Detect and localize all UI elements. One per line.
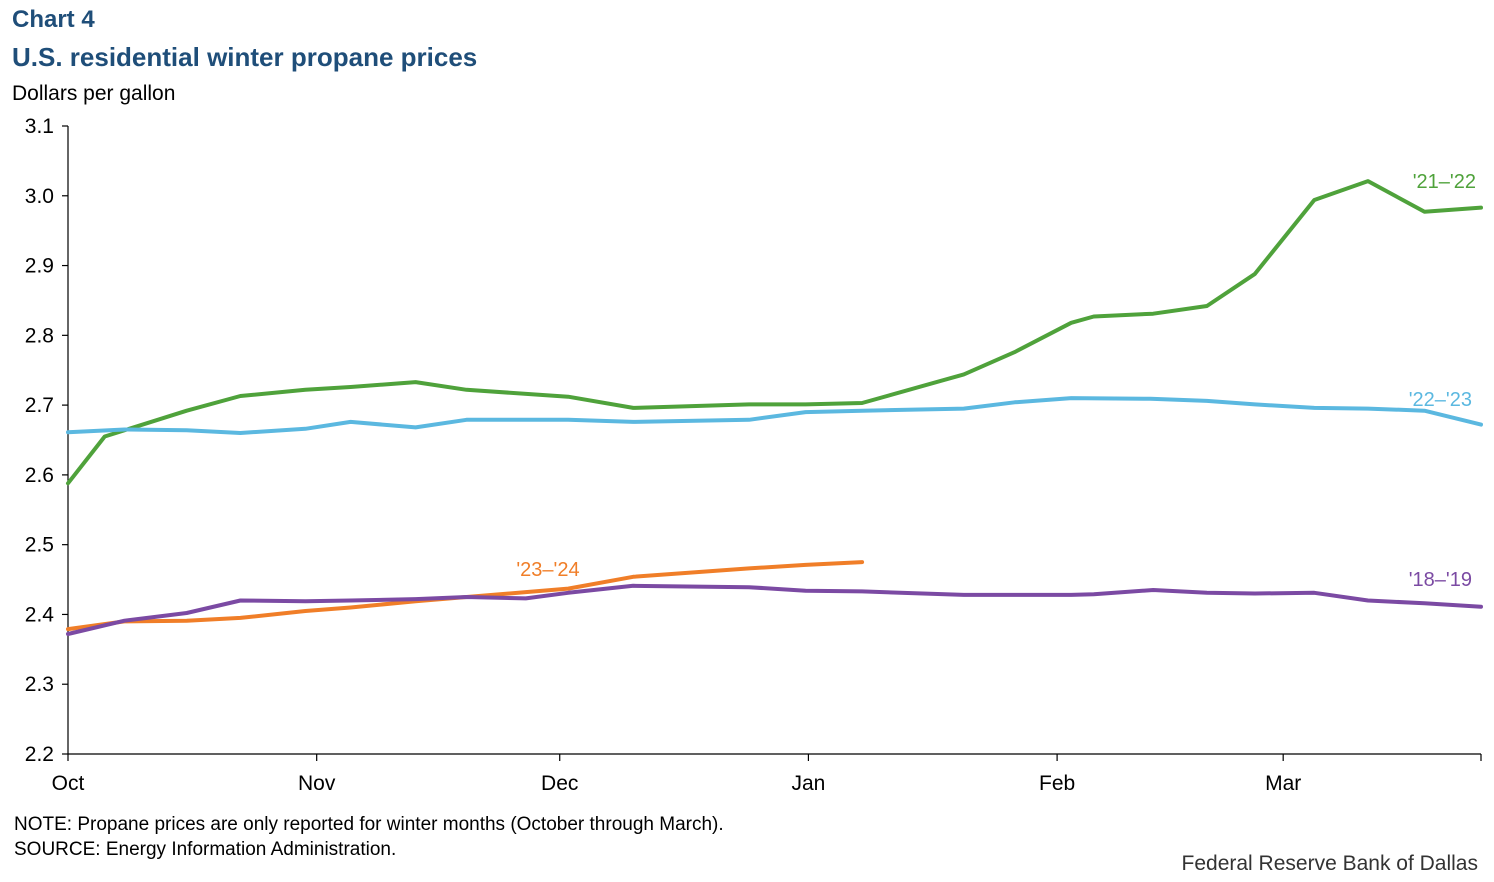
y-tick-label: 2.2 xyxy=(25,743,54,766)
footnote: NOTE: Propane prices are only reported f… xyxy=(14,812,724,862)
series-line xyxy=(66,583,1483,636)
series-label: '18–'19 xyxy=(1409,569,1472,591)
y-tick-label: 2.9 xyxy=(25,255,54,278)
y-tick-label: 2.6 xyxy=(25,464,54,487)
x-tick-label: Feb xyxy=(1039,772,1075,795)
x-tick-label: Mar xyxy=(1265,772,1301,795)
series-line xyxy=(66,396,1483,435)
axes: 2.2 2.3 2.4 2.5 2.6 2.7 2.8 2.9 3.0 3.1 Oct Nov Dec J… xyxy=(25,115,1482,795)
y-tick-label: 2.4 xyxy=(25,603,55,626)
y-tick-label: 3.0 xyxy=(25,185,54,208)
series-line xyxy=(66,179,1483,486)
source-text: SOURCE: Energy Information Administratio… xyxy=(14,839,397,860)
x-tick-label: Oct xyxy=(52,772,85,795)
chart-number: Chart 4 xyxy=(12,6,95,33)
publisher-credit: Federal Reserve Bank of Dallas xyxy=(1181,852,1478,875)
note-text: NOTE: Propane prices are only reported f… xyxy=(14,814,724,835)
chart-title: U.S. residential winter propane prices xyxy=(12,42,478,72)
y-tick-label: 3.1 xyxy=(25,115,54,138)
series-label: '22–'23 xyxy=(1409,389,1472,411)
series-label-layer: '21–'22 '22–'23 '23–'24 '18–'19 xyxy=(516,171,1476,591)
line-chart: 2.2 2.3 2.4 2.5 2.6 2.7 2.8 2.9 3.0 3.1 Oct Nov Dec J… xyxy=(25,115,1483,795)
y-tick-label: 2.3 xyxy=(25,673,54,696)
x-tick-label: Dec xyxy=(541,772,578,795)
x-tick-label: Jan xyxy=(791,772,825,795)
series-label: '23–'24 xyxy=(516,559,579,581)
x-tick-label: Nov xyxy=(298,772,336,795)
series-layer xyxy=(66,179,1483,636)
y-tick-label: 2.7 xyxy=(25,394,54,417)
y-axis-unit-label: Dollars per gallon xyxy=(12,82,176,105)
y-tick-label: 2.5 xyxy=(25,534,54,557)
series-label: '21–'22 xyxy=(1413,171,1476,193)
y-tick-label: 2.8 xyxy=(25,324,54,347)
